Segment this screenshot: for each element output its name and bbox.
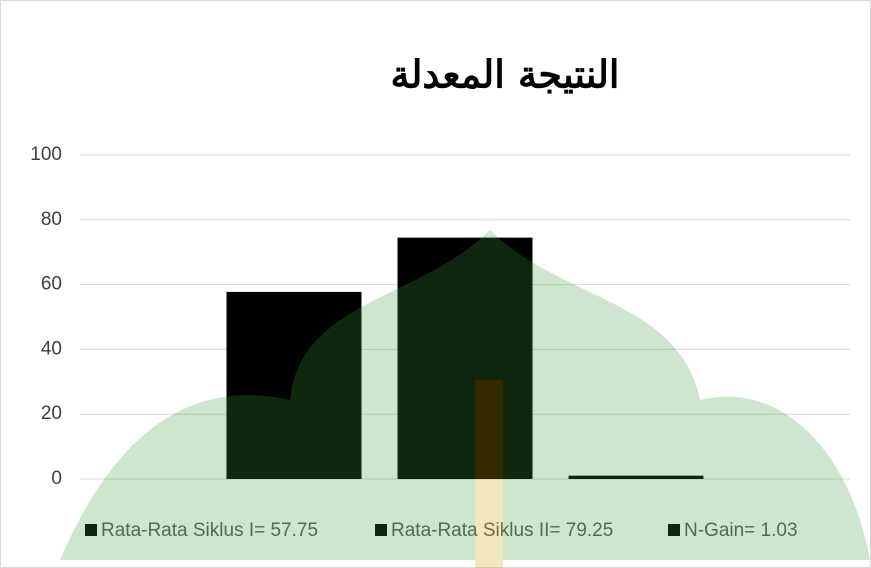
y-tick-label: 60 xyxy=(41,274,62,295)
y-tick-label: 20 xyxy=(41,403,62,424)
chart: النتيجة المعدلة 020406080100Rata-Rata Si… xyxy=(0,0,871,568)
y-tick-label: 40 xyxy=(41,338,62,359)
watermark-tower xyxy=(475,380,503,568)
y-tick-label: 0 xyxy=(51,468,62,489)
y-tick-label: 80 xyxy=(41,209,62,230)
chart-title: النتيجة المعدلة xyxy=(390,52,619,97)
y-tick-label: 100 xyxy=(30,144,62,165)
